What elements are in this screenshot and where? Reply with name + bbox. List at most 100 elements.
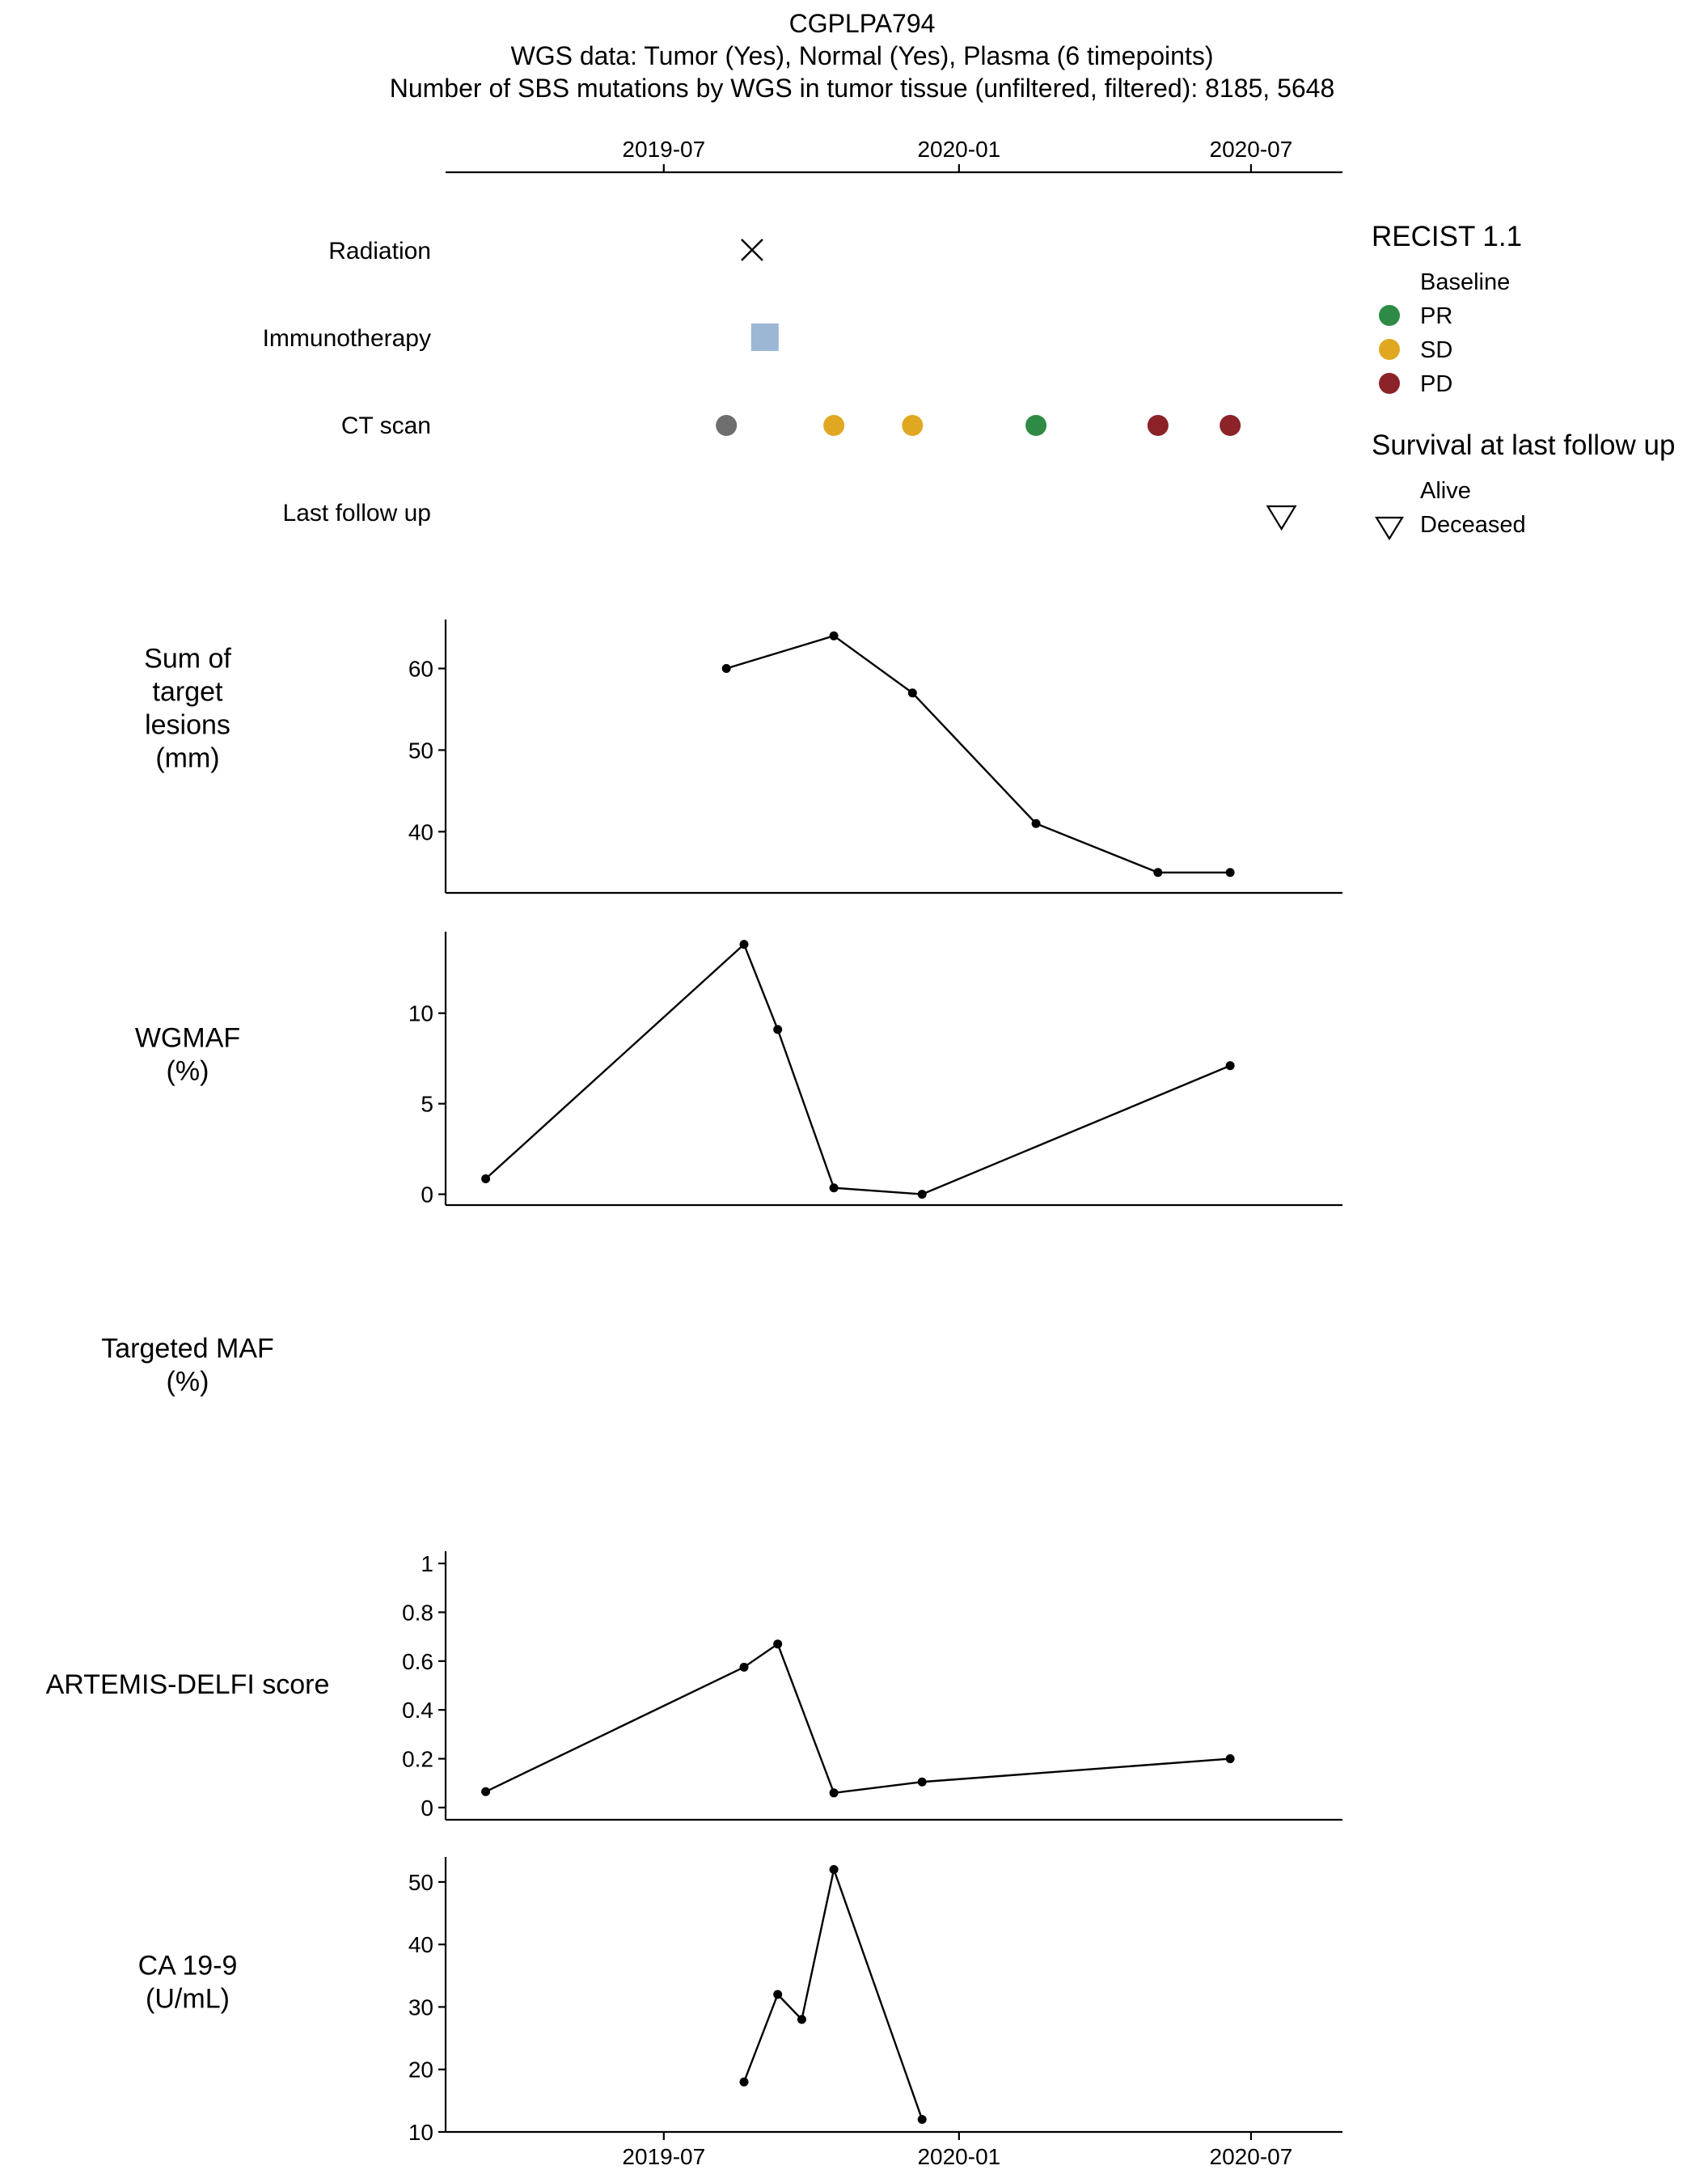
ct-scan-marker [1220,415,1241,436]
ct-scan-marker [716,415,738,436]
ca199-y-tick-label: 40 [408,1932,433,1957]
panel-wgmaf: WGMAF(%) 0 5 10 [135,932,1342,1208]
legend-label-alive: Alive [1420,478,1471,504]
legend-swatch-pd [1379,373,1400,394]
ca199-series-line [742,1866,924,2120]
wgmaf-y-tick-label: 5 [421,1092,433,1117]
targeted-ylabel-line: Targeted MAF [101,1334,274,1364]
ct-scan-marker [1147,415,1169,436]
ca199-y-tick-label: 10 [408,2120,433,2145]
row-label-radiation: Radiation [328,238,431,264]
bottom-axis-tick-label: 2019-07 [622,2144,705,2169]
top-axis-tick-label: 2020-07 [1210,137,1293,162]
lesions-ylabel-line: Sum of [144,644,231,675]
wgmaf-data-point [773,1025,783,1034]
ca199-y-tick-label: 50 [408,1870,433,1895]
artemis-y-tick-label: 0.6 [402,1649,433,1674]
panel-targeted-maf: Targeted MAF(%) [101,1334,274,1398]
top-date-axis: 2019-07 2020-01 2020-07 [446,137,1342,174]
legend-label-deceased: Deceased [1420,512,1526,538]
artemis-data-point [917,1777,927,1787]
legend: RECIST 1.1 Baseline PR SD PD Survival at… [1372,221,1675,541]
bottom-axis-tick-label: 2020-01 [917,2144,1000,2169]
wgmaf-y-tick-label: 0 [421,1182,433,1208]
artemis-data-point [829,1788,839,1798]
lesions-ylabel-line: (mm) [155,743,219,774]
legend-swatch-pr [1379,305,1400,326]
legend-label-sd: SD [1420,337,1452,363]
radiation-marker-x-icon [741,239,763,261]
wgmaf-ylabel-line: WGMAF [135,1023,240,1054]
panel-artemis-delfi: ARTEMIS-DELFI score 0 0.2 0.4 0.6 0.8 1 [46,1551,1342,1821]
lesions-ylabel-line: lesions [145,710,230,741]
last-follow-up-triangle-icon [1266,505,1297,531]
artemis-data-point [1225,1754,1235,1764]
artemis-data-point [481,1787,491,1796]
top-axis-tick-label: 2020-01 [917,137,1000,162]
ca199-data-point [739,2077,749,2087]
artemis-ylabel-line: ARTEMIS-DELFI score [46,1669,330,1700]
legend-title-recist: RECIST 1.1 [1372,221,1522,252]
ct-scan-marker [1025,415,1047,436]
legend-title-survival: Survival at last follow up [1372,429,1675,461]
title-line-2: WGS data: Tumor (Yes), Normal (Yes), Pla… [510,41,1213,70]
figure-title: CGPLPA794 WGS data: Tumor (Yes), Normal … [390,9,1335,103]
legend-label-pd: PD [1420,371,1452,397]
wgmaf-series-line [484,942,1231,1195]
artemis-y-tick-label: 0.2 [402,1747,433,1772]
lesions-data-point [829,631,839,641]
ca199-y-tick-label: 20 [408,2058,433,2083]
row-label-immunotherapy: Immunotherapy [263,325,431,352]
legend-label-baseline: Baseline [1420,269,1510,295]
artemis-data-point [773,1639,783,1649]
ca199-data-point [917,2115,927,2125]
artemis-series-line [485,1642,1231,1795]
ct-scan-marker [902,415,924,436]
ca199-ylabel-line: CA 19-9 [138,1951,238,1982]
immunotherapy-marker-square-icon [750,324,779,351]
wgmaf-data-point [917,1190,927,1199]
ca199-ylabel-line: (U/mL) [146,1984,230,2015]
wgmaf-ylabel-line: (%) [167,1056,209,1087]
row-label-ct-scan: CT scan [341,412,431,439]
ca199-y-tick-label: 30 [408,1994,433,2020]
lesions-y-tick-label: 40 [408,819,433,844]
legend-swatch-deceased [1375,516,1404,541]
targeted-ylabel-line: (%) [167,1367,209,1398]
ca199-data-point [829,1864,839,1874]
lesions-y-tick-label: 60 [408,657,433,682]
lesions-data-point [1225,868,1235,878]
bottom-axis-tick-label: 2020-07 [1210,2144,1293,2169]
artemis-y-tick-label: 0 [421,1795,433,1821]
wgmaf-data-point [1225,1061,1235,1071]
wgmaf-data-point [829,1183,839,1193]
lesions-data-point [721,664,731,674]
artemis-y-tick-label: 0.8 [402,1600,433,1625]
artemis-y-tick-label: 1 [421,1551,433,1576]
legend-swatch-sd [1379,339,1400,360]
artemis-data-point [739,1662,749,1672]
lesions-ylabel-line: target [153,677,223,708]
panel-ca19-9: CA 19-9(U/mL) 10 20 30 40 50 [138,1857,1342,2145]
wgmaf-data-point [739,940,749,950]
timeline-panel: Radiation Immunotherapy CT scan Last fol… [263,238,1297,531]
top-axis-tick-label: 2019-07 [622,137,705,162]
lesions-data-point [1153,868,1163,878]
lesions-data-point [907,688,917,698]
wgmaf-y-tick-label: 10 [408,1001,433,1026]
bottom-date-axis: 2019-07 2020-01 2020-07 [622,2132,1292,2169]
lesions-data-point [1031,818,1041,828]
ct-scan-marker [823,415,845,436]
artemis-y-tick-label: 0.4 [402,1698,433,1723]
ca199-data-point [773,1990,783,1999]
title-line-1: CGPLPA794 [789,9,936,38]
wgmaf-data-point [481,1174,491,1184]
legend-label-pr: PR [1420,303,1452,329]
title-line-3: Number of SBS mutations by WGS in tumor … [390,74,1335,103]
lesions-series-line [725,634,1231,873]
lesions-y-tick-label: 50 [408,738,433,763]
row-label-last-follow-up: Last follow up [283,500,431,527]
ca199-data-point [797,2015,806,2024]
